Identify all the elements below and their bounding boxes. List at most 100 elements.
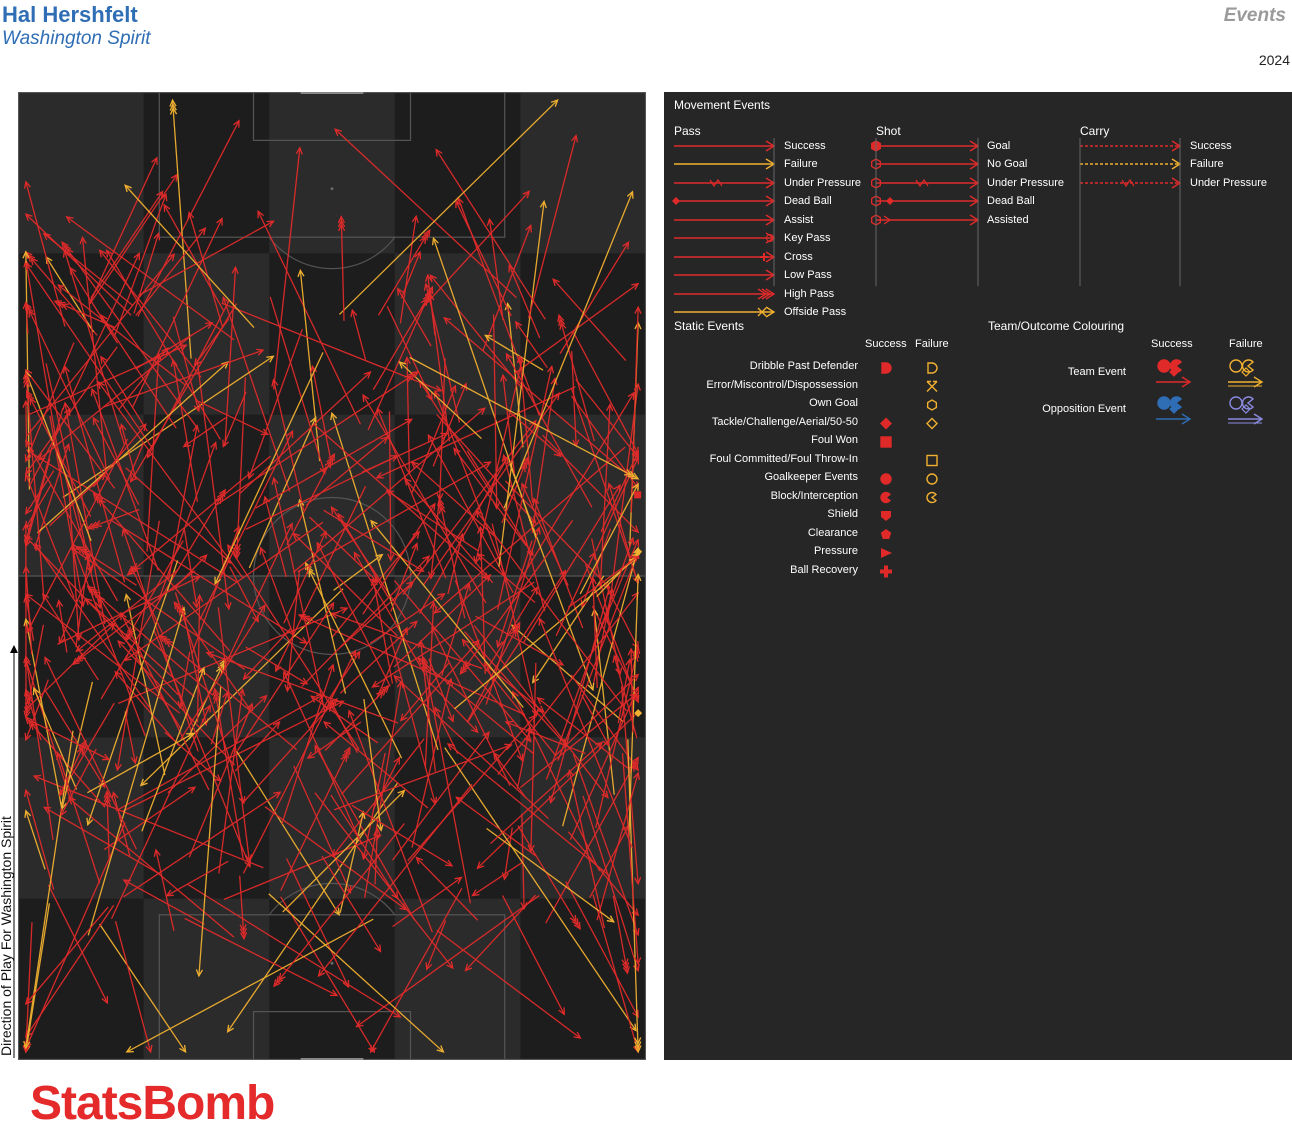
tackle-icon xyxy=(926,417,938,430)
legend-static-item: Pressure xyxy=(813,545,858,557)
pitch-zone xyxy=(269,898,396,1060)
pass-arrow-failure xyxy=(99,923,187,1054)
pass-arrow-failure xyxy=(195,686,222,978)
pass-arrow-success xyxy=(567,555,640,608)
legend-carry-arrow xyxy=(1080,158,1182,170)
pass-arrow-success xyxy=(286,858,350,989)
pass-arrow-success xyxy=(255,418,413,509)
legend-pass-item: Offside Pass xyxy=(784,306,847,318)
pass-arrow-success xyxy=(297,461,492,573)
pass-arrow-success xyxy=(239,875,248,941)
clearance-icon xyxy=(880,529,892,539)
pass-arrow-success xyxy=(222,391,247,448)
pass-arrow-success xyxy=(61,241,198,428)
pass-arrow-success xyxy=(443,316,630,477)
pass-arrow-failure xyxy=(86,560,179,827)
pass-arrow-success xyxy=(496,364,555,610)
pass-arrow-success xyxy=(459,520,574,675)
pass-arrow-success xyxy=(28,344,188,416)
pass-arrow-success xyxy=(435,148,546,320)
pass-arrow-success xyxy=(323,721,429,809)
foul-committed-icon xyxy=(926,454,938,467)
pass-arrow-success xyxy=(621,753,642,966)
pass-arrow-failure xyxy=(62,355,275,498)
pass-arrow-success xyxy=(475,509,628,712)
player-name: Hal Hershfelt xyxy=(2,2,138,27)
legend-pass-arrow xyxy=(674,269,776,281)
pass-arrow-success xyxy=(90,190,164,299)
pass-arrow-success xyxy=(118,607,349,704)
static-event-tackle xyxy=(634,709,643,718)
legend-team-failure-header: Failure xyxy=(1229,338,1263,350)
pass-arrow-success xyxy=(393,580,532,743)
pass-arrow-success xyxy=(399,214,419,324)
legend-team-success-header: Success xyxy=(1151,338,1193,350)
pass-arrow-success xyxy=(280,896,376,1054)
pass-arrow-success xyxy=(75,545,137,586)
pass-arrow-success xyxy=(114,192,168,336)
pass-arrow-success xyxy=(187,211,224,329)
legend-pass-arrow xyxy=(674,232,776,244)
pass-arrow-success xyxy=(485,586,538,672)
pass-arrow-failure xyxy=(484,334,544,371)
pass-arrow-success xyxy=(67,481,83,642)
pass-arrow-success xyxy=(596,771,641,921)
pass-arrow-success xyxy=(421,190,531,310)
legend-shot-item: Under Pressure xyxy=(987,177,1065,189)
pass-arrow-success xyxy=(221,302,443,392)
pass-arrow-success xyxy=(97,380,244,578)
pass-arrow-success xyxy=(353,551,427,676)
pass-arrow-success xyxy=(110,704,211,920)
pass-arrow-success xyxy=(247,328,303,480)
pass-arrow-success xyxy=(111,520,308,644)
pass-arrow-success xyxy=(425,920,447,971)
pass-arrow-success xyxy=(130,565,164,635)
team-failure-symbol xyxy=(1228,359,1264,388)
pass-arrow-success xyxy=(313,423,490,580)
pass-arrow-success xyxy=(555,551,596,637)
pass-arrow-success xyxy=(321,855,382,953)
pass-arrow-success xyxy=(513,282,640,375)
pitch-zone xyxy=(18,737,145,900)
pass-arrow-success xyxy=(118,346,169,411)
pass-arrow-success xyxy=(337,512,389,598)
pitch-zone xyxy=(18,898,145,1060)
pass-arrow-success xyxy=(309,516,379,583)
pass-arrow-success xyxy=(333,743,513,811)
pass-arrow-success xyxy=(111,790,131,857)
pass-arrow-success xyxy=(165,860,229,897)
pass-arrow-success xyxy=(153,629,252,869)
pass-arrow-success xyxy=(98,249,202,378)
pass-arrow-success xyxy=(316,541,391,687)
pass-arrow-success xyxy=(79,235,108,475)
pitch-zone xyxy=(394,92,521,254)
pass-arrow-success xyxy=(306,721,362,759)
pass-arrow-success xyxy=(69,251,140,400)
pass-arrow-success xyxy=(24,906,109,1006)
pass-arrow-success xyxy=(559,240,630,354)
pass-arrow-success xyxy=(180,604,266,740)
pass-arrow-success xyxy=(461,638,557,757)
goalkeeper-icon xyxy=(880,473,892,485)
legend-static-item: Block/Interception xyxy=(770,490,858,502)
section-title: Events xyxy=(1223,5,1286,26)
pass-arrow-success xyxy=(432,382,468,467)
pass-arrow-success xyxy=(280,746,351,891)
pass-arrow-success xyxy=(24,679,49,742)
pass-arrow-success xyxy=(385,489,480,552)
pass-arrow-success xyxy=(599,403,614,591)
legend-shot-arrow xyxy=(871,140,980,152)
opposition-failure-symbol xyxy=(1228,396,1264,425)
pass-arrow-success xyxy=(242,649,357,874)
pass-arrow-success xyxy=(536,696,632,772)
pass-arrow-success xyxy=(554,673,640,757)
pass-arrow-success xyxy=(589,576,598,689)
pitch-zone xyxy=(394,898,521,1060)
pass-arrow-success xyxy=(410,461,497,538)
pass-arrow-success xyxy=(173,601,252,712)
legend-pass-arrow xyxy=(674,306,776,318)
legend-static-item: Foul Committed/Foul Throw-In xyxy=(709,453,858,465)
legend-static-failure-header: Failure xyxy=(915,338,949,350)
pass-arrow-failure xyxy=(123,593,166,776)
pass-arrow-success xyxy=(428,658,455,723)
